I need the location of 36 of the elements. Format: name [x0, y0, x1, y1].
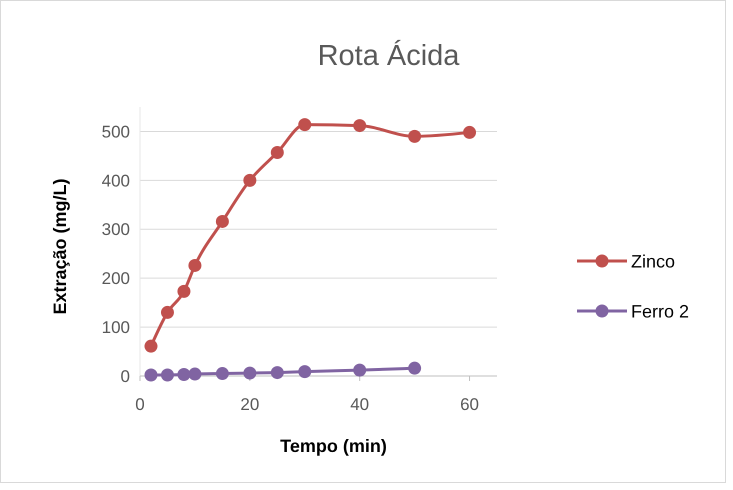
point [144, 340, 158, 353]
legend-label: Zinco [631, 251, 676, 272]
point [177, 368, 190, 382]
point [160, 306, 174, 319]
point [270, 146, 284, 159]
point [353, 119, 366, 132]
point [243, 174, 256, 187]
x-tick-label: 60 [460, 395, 479, 414]
y-tick-label: 500 [102, 122, 130, 142]
x-tick-label: 0 [135, 395, 145, 414]
point [243, 366, 256, 380]
y-tick-label: 300 [102, 220, 130, 240]
chart-title: Rota Ácida [318, 39, 460, 72]
y-tick-label: 400 [102, 171, 130, 190]
point [188, 368, 202, 381]
legend-label: Ferro 2 [631, 301, 690, 322]
point [298, 118, 312, 132]
x-tick-label: 40 [350, 395, 370, 414]
point [216, 214, 229, 228]
point [177, 284, 190, 298]
point [188, 258, 202, 272]
point [270, 366, 284, 380]
point [353, 364, 366, 377]
point [408, 130, 422, 143]
x-axis-title: Tempo (min) [280, 436, 387, 456]
y-tick-label: 200 [102, 269, 130, 288]
point [408, 362, 422, 375]
x-tick-label: 20 [240, 395, 260, 414]
point [463, 126, 476, 139]
point [160, 368, 174, 382]
y-tick-label: 0 [120, 366, 130, 386]
y-tick-label: 100 [102, 318, 130, 338]
y-axis-title: Extração (mg/L) [50, 178, 70, 315]
point [216, 367, 229, 380]
point [298, 365, 312, 378]
point [144, 368, 158, 382]
